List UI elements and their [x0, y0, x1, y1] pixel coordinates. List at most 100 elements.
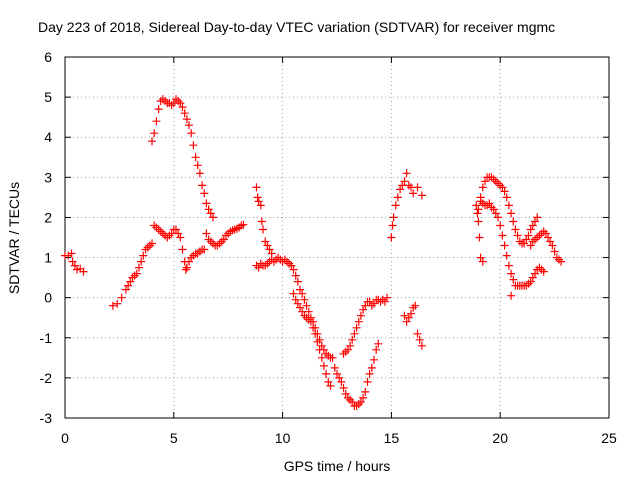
data-point — [67, 249, 76, 258]
data-point — [330, 363, 339, 372]
y-tick-label: 1 — [44, 250, 52, 266]
data-point — [337, 377, 346, 386]
data-point — [417, 341, 426, 350]
data-point — [239, 220, 248, 229]
data-point — [502, 193, 511, 202]
data-point — [389, 213, 398, 222]
data-point — [400, 177, 409, 186]
data-point — [346, 341, 355, 350]
data-point — [108, 301, 117, 310]
data-point — [348, 335, 357, 344]
data-point — [256, 201, 265, 210]
data-point — [507, 269, 516, 278]
y-axis-label: SDTVAR / TECUs — [6, 182, 22, 294]
data-point — [202, 199, 211, 208]
data-point — [417, 191, 426, 200]
data-point — [415, 335, 424, 344]
x-tick-label: 10 — [275, 430, 291, 446]
data-point — [524, 231, 533, 240]
data-point — [298, 289, 307, 298]
data-point — [352, 323, 361, 332]
data-point — [195, 169, 204, 178]
data-point — [388, 221, 397, 230]
data-point — [413, 183, 422, 192]
data-point — [202, 229, 211, 238]
data-point — [309, 323, 318, 332]
x-tick-label: 20 — [492, 430, 508, 446]
grid-lines — [65, 57, 609, 418]
data-point — [504, 261, 513, 270]
data-point — [209, 213, 217, 222]
data-point — [526, 241, 535, 250]
y-tick-label: 5 — [44, 89, 52, 105]
data-point — [356, 311, 365, 320]
data-point — [474, 205, 483, 214]
data-point — [113, 299, 122, 308]
data-point — [259, 225, 267, 234]
data-point — [198, 181, 207, 190]
data-point — [533, 213, 542, 222]
data-point — [413, 329, 422, 338]
data-point — [509, 275, 518, 284]
data-point — [500, 241, 509, 250]
series-seg5 — [330, 293, 391, 410]
data-point — [293, 277, 302, 286]
data-point — [152, 117, 161, 126]
series-seg2 — [108, 220, 248, 310]
data-point — [176, 233, 185, 242]
data-point — [319, 361, 328, 370]
data-point — [557, 257, 566, 266]
data-point — [509, 217, 518, 226]
data-point — [407, 309, 415, 318]
data-point — [500, 187, 509, 196]
x-axis-label: GPS time / hours — [284, 458, 391, 474]
series-seg7 — [472, 173, 566, 300]
data-point — [193, 161, 202, 170]
data-point — [313, 337, 322, 346]
data-point — [253, 193, 262, 202]
data-point — [494, 213, 502, 222]
data-point — [289, 265, 298, 274]
x-tick-label: 5 — [170, 430, 178, 446]
data-point — [317, 353, 326, 362]
data-point — [370, 355, 378, 364]
data-point — [374, 339, 383, 348]
data-point — [178, 245, 187, 254]
data-point — [257, 217, 266, 226]
data-point — [139, 251, 148, 260]
data-point — [550, 247, 559, 256]
data-point — [474, 217, 483, 226]
series-seg3 — [148, 95, 217, 222]
data-point — [328, 353, 337, 362]
data-point — [548, 241, 557, 250]
data-point — [473, 209, 482, 218]
y-tick-label: -1 — [40, 330, 53, 346]
data-point — [289, 289, 298, 298]
data-point — [356, 398, 365, 406]
data-point — [200, 245, 209, 254]
data-point — [315, 345, 324, 354]
data-point — [531, 217, 539, 226]
data-point — [181, 265, 190, 274]
data-point — [365, 369, 374, 378]
y-tick-label: 6 — [44, 49, 52, 65]
data-point — [132, 269, 141, 278]
chart-title: Day 223 of 2018, Sidereal Day-to-day VTE… — [38, 19, 555, 35]
data-point — [117, 293, 126, 302]
data-point — [350, 329, 359, 338]
data-point — [291, 271, 300, 280]
data-point — [498, 231, 507, 240]
data-point — [148, 239, 156, 248]
x-tick-label: 15 — [384, 430, 400, 446]
data-point — [367, 363, 376, 372]
data-point — [191, 153, 200, 162]
data-point — [409, 189, 418, 198]
data-point — [79, 267, 88, 276]
data-point — [511, 225, 520, 234]
y-tick-label: 2 — [44, 209, 52, 225]
data-point — [150, 129, 159, 138]
data-point — [296, 285, 304, 294]
data-point — [478, 257, 487, 266]
